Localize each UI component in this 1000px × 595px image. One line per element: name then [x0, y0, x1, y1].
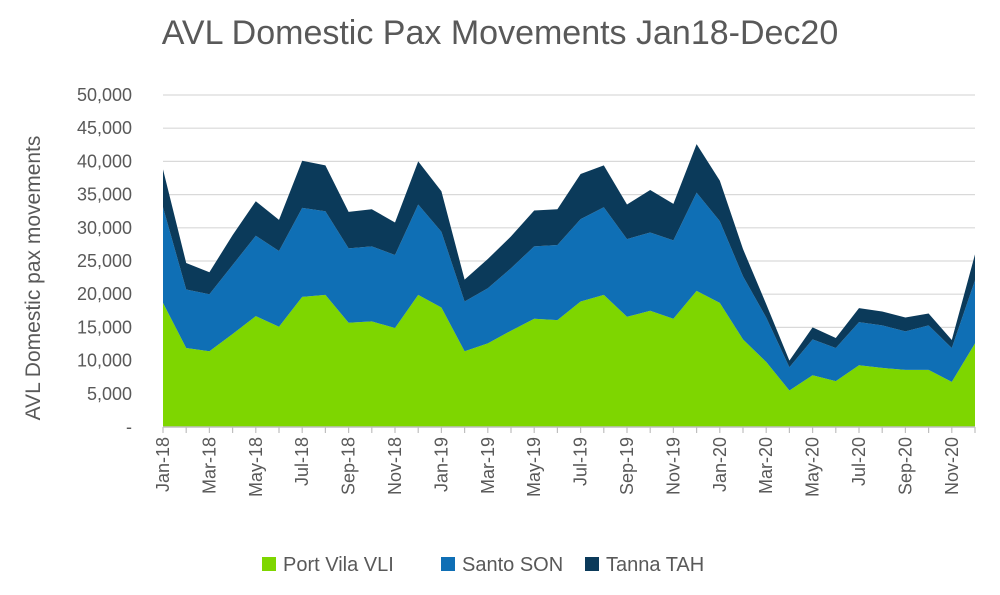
x-tick-label: Sep-18 — [339, 437, 359, 495]
legend-item: Tanna TAH — [585, 554, 704, 576]
x-tick-label: Mar-19 — [478, 437, 498, 494]
x-tick-label: May-18 — [246, 437, 266, 497]
legend-item: Port Vila VLI — [262, 554, 394, 576]
y-tick-label: 25,000 — [77, 251, 132, 271]
legend: Port Vila VLI Santo SON Tanna TAH — [262, 554, 704, 576]
legend-swatch — [262, 557, 276, 571]
legend-item: Santo SON — [441, 554, 563, 576]
legend-label: Tanna TAH — [606, 554, 704, 576]
x-tick-label: Sep-20 — [895, 437, 915, 495]
y-tick-label: 10,000 — [77, 351, 132, 371]
area-santo-son — [163, 192, 975, 391]
stacked-areas — [163, 144, 975, 427]
x-tick-label: Mar-20 — [756, 437, 776, 494]
y-tick-label: 45,000 — [77, 118, 132, 138]
legend-label: Santo SON — [462, 554, 563, 576]
y-axis-label: AVL Domestic pax movements — [22, 136, 45, 421]
x-tick-label: May-20 — [803, 437, 823, 497]
x-tick-label: Jan-19 — [431, 437, 451, 492]
x-tick-label: Nov-18 — [385, 437, 405, 495]
x-axis: Jan-18 Mar-18 May-18 Jul-18 Sep-18 Nov-18 Jan-… — [153, 426, 976, 497]
y-tick-label: 15,000 — [77, 317, 132, 337]
y-tick-label: 50,000 — [77, 85, 132, 105]
area-port-vila-vli — [163, 290, 975, 427]
x-tick-label: Nov-20 — [942, 437, 962, 495]
legend-swatch — [441, 557, 455, 571]
x-tick-label: Jul-18 — [292, 437, 312, 486]
x-tick-label: Jul-20 — [849, 437, 869, 486]
chart-title: AVL Domestic Pax Movements Jan18-Dec20 — [161, 14, 839, 52]
y-tick-label: 35,000 — [77, 185, 132, 205]
x-tick-label: Mar-18 — [199, 437, 219, 494]
x-tick-label: Jan-18 — [153, 437, 173, 492]
y-tick-label: - — [126, 417, 132, 437]
x-tick-label: Jul-19 — [571, 437, 591, 486]
y-tick-label: 40,000 — [77, 151, 132, 171]
y-tick-label: 20,000 — [77, 284, 132, 304]
legend-label: Port Vila VLI — [283, 554, 394, 576]
x-tick-label: Sep-19 — [617, 437, 637, 495]
x-tick-label: Jan-20 — [710, 437, 730, 492]
x-tick-label: May-19 — [524, 437, 544, 497]
y-tick-label: 5,000 — [87, 384, 132, 404]
y-tick-label: 30,000 — [77, 218, 132, 238]
x-tick-label: Nov-19 — [663, 437, 683, 495]
y-axis: - 5,000 10,000 15,000 20,000 25,000 30,000 35,0… — [77, 85, 132, 437]
legend-swatch — [585, 557, 599, 571]
